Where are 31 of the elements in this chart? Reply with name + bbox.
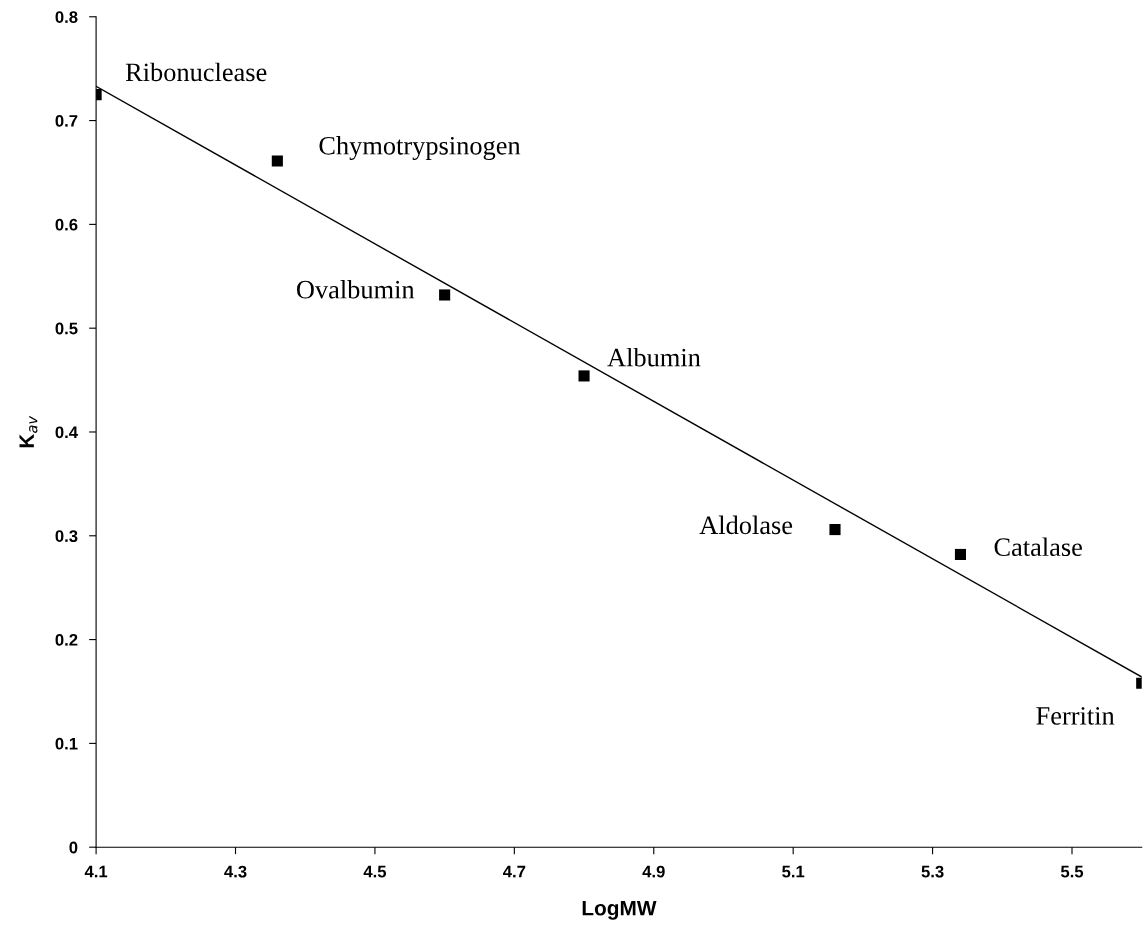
point	[578, 370, 590, 382]
y-tick-label: 0	[69, 841, 78, 854]
y-tick-label: 0.1	[55, 737, 78, 750]
y-tick-label: 0.6	[55, 218, 78, 231]
x-tick-label: 4.9	[642, 865, 665, 878]
x-tick-label: 4.3	[224, 865, 247, 878]
y-tick-label: 0.3	[55, 530, 78, 543]
x-tick-label: 4.7	[503, 865, 526, 878]
x-tick-label: 4.1	[84, 865, 108, 878]
annotation: Ferritin	[1036, 707, 1115, 725]
y-axis-title: K$_{av}$	[19, 415, 38, 448]
y-tick-label: 0.5	[55, 322, 78, 335]
annotation: Ovalbumin	[296, 280, 415, 299]
x-tick-label: 5.1	[782, 865, 805, 878]
point	[954, 548, 967, 561]
x-tick-label: 5.5	[1060, 865, 1084, 878]
y-tick-label: 0.4	[55, 426, 78, 439]
annotation: Ribonuclease	[125, 62, 267, 82]
y-tick-label: 0.8	[55, 11, 78, 23]
point	[829, 524, 841, 536]
x-tick-label: 4.5	[363, 865, 387, 878]
annotation: Albumin	[607, 347, 701, 367]
annotation: Aldolase	[699, 515, 793, 535]
y-tick-label: 0.2	[55, 633, 78, 646]
x-axis-title: LogMW	[582, 900, 657, 920]
y-tick-label: 0.7	[55, 114, 78, 127]
point	[271, 155, 283, 167]
point	[439, 289, 451, 301]
annotation: Chymotrypsinogen	[319, 136, 521, 161]
x-tick-label: 5.3	[921, 865, 944, 878]
annotation: Catalase	[994, 537, 1082, 557]
